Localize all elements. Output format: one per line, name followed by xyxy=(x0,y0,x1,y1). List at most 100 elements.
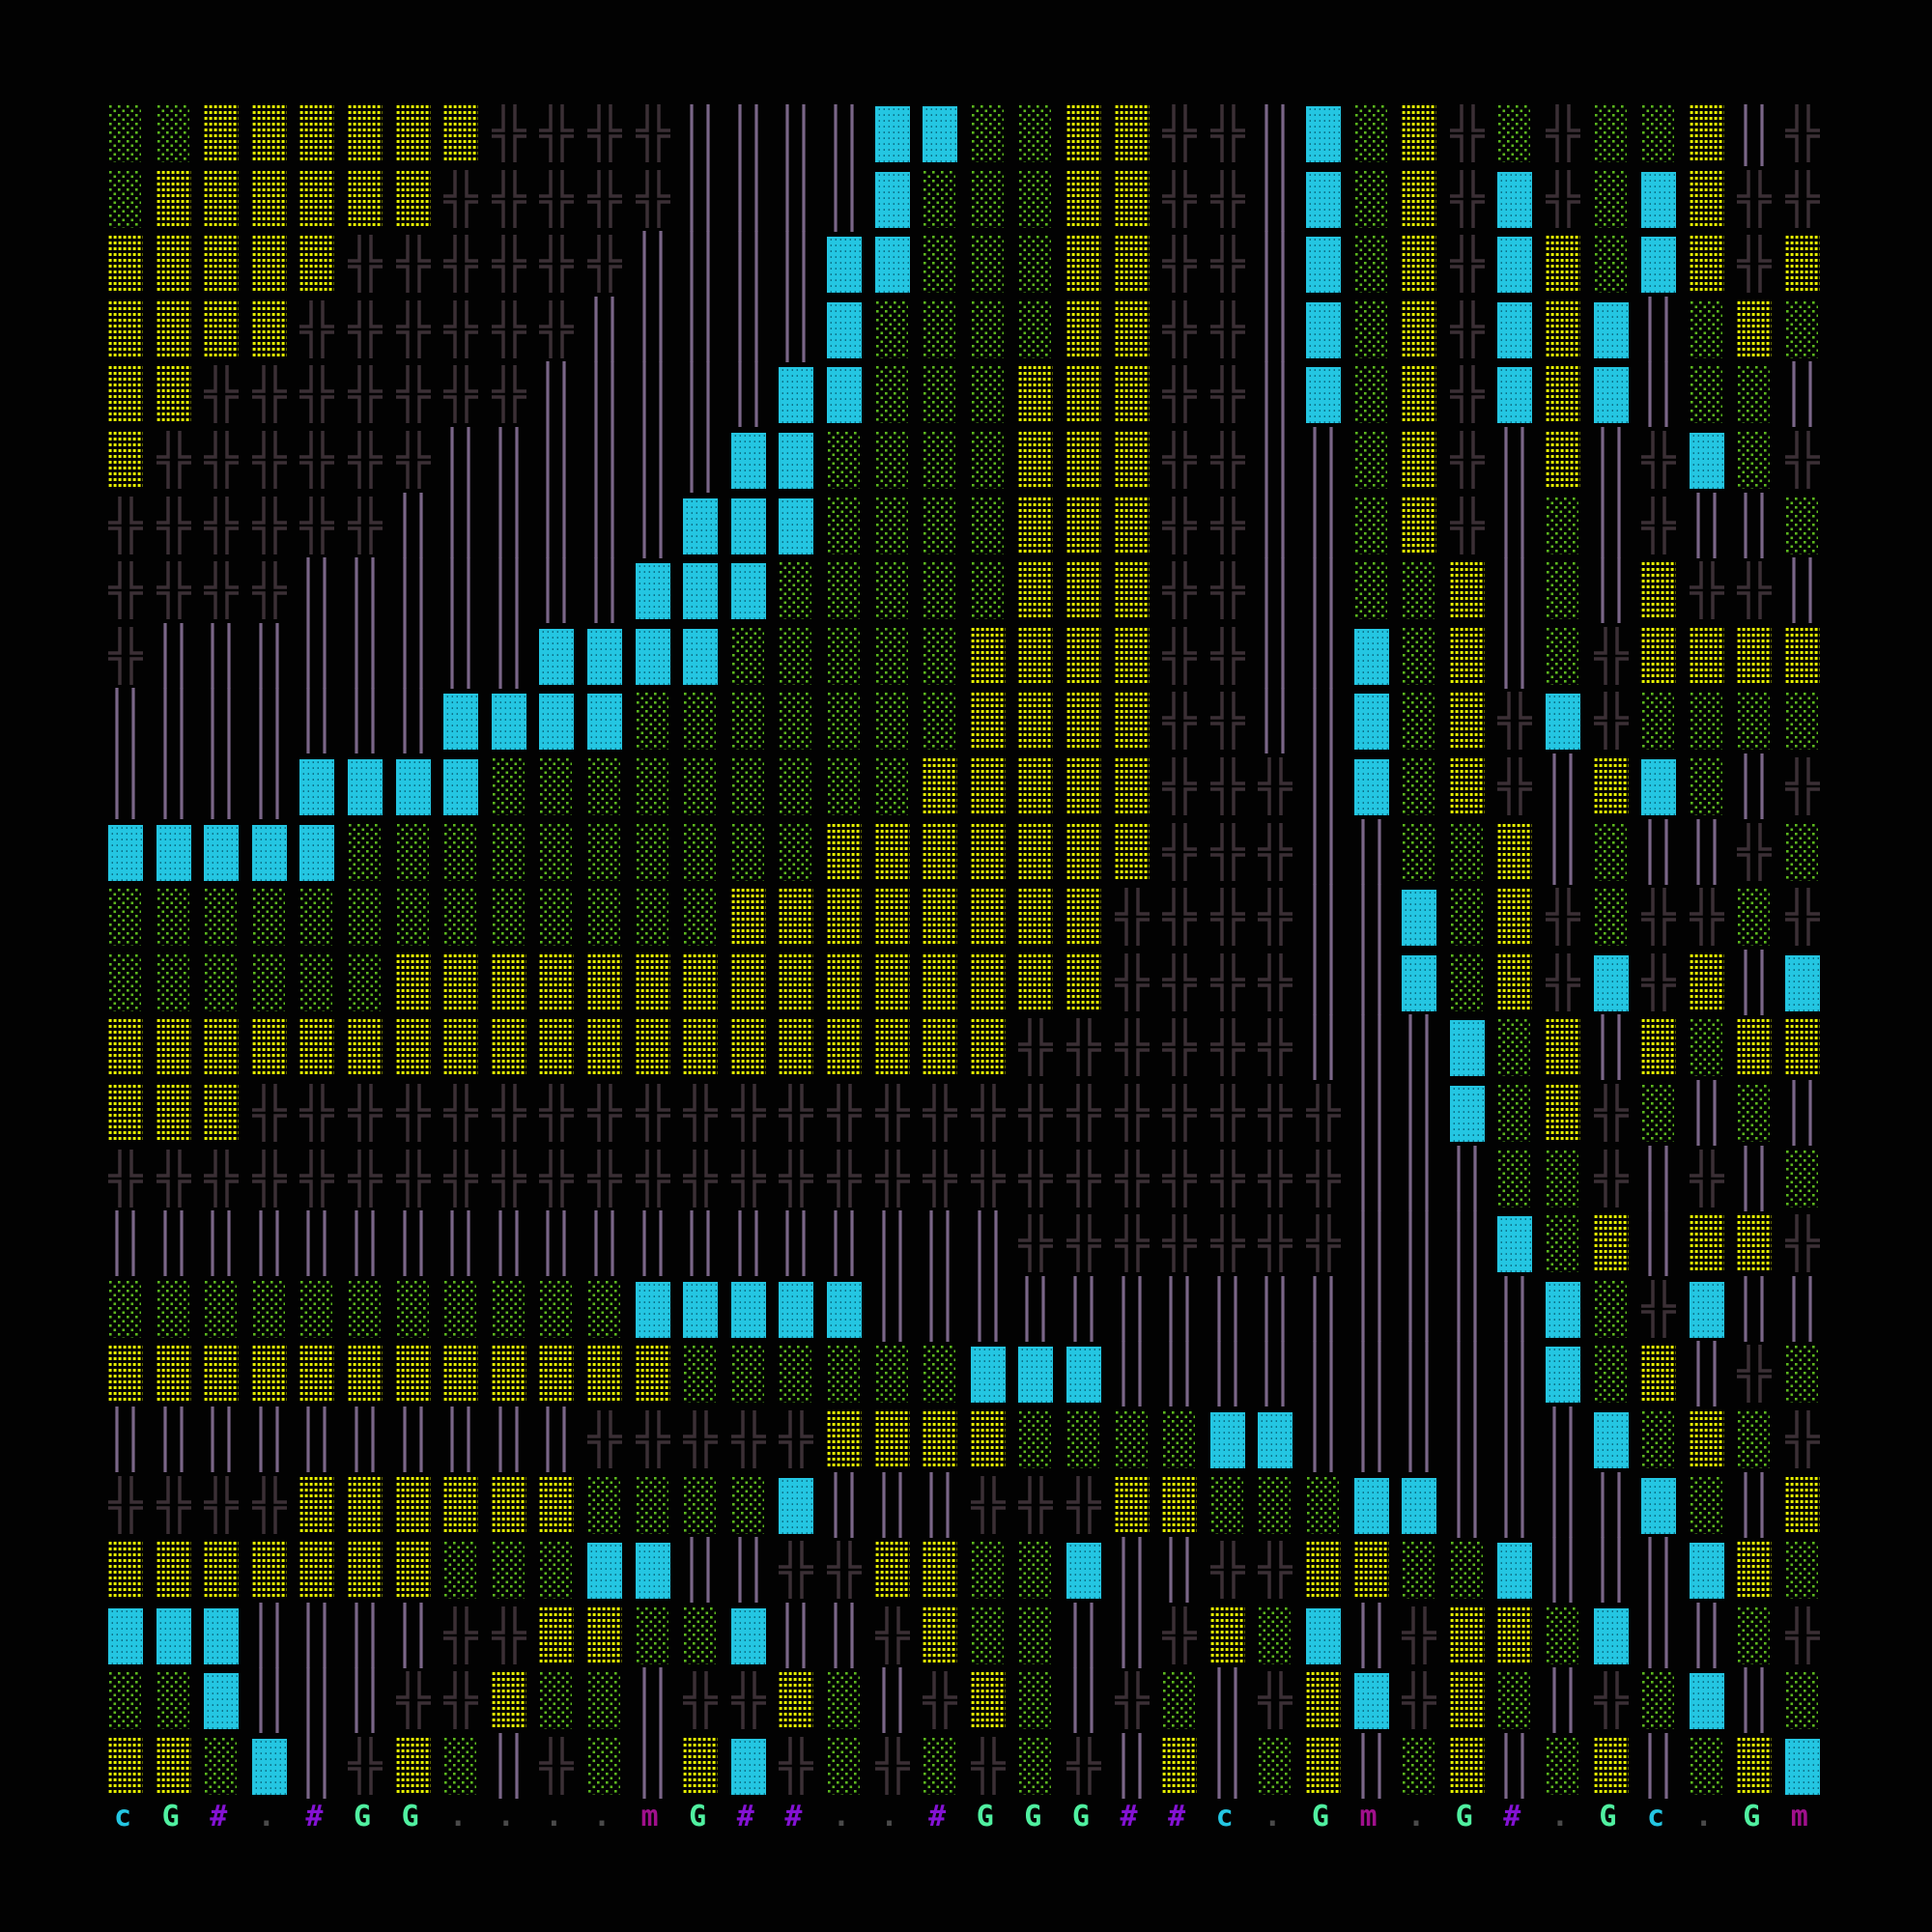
double-cross-icon xyxy=(1449,169,1498,236)
dense-yellow-dots-icon xyxy=(1066,757,1115,823)
dense-yellow-dots-icon xyxy=(395,1541,444,1606)
double-cross-icon xyxy=(1209,1541,1259,1606)
sparse-green-dots-icon xyxy=(156,104,205,170)
dense-yellow-dots-icon xyxy=(204,104,252,170)
sparse-green-dots-icon xyxy=(1546,561,1594,627)
double-vertical-bar-icon xyxy=(731,1210,780,1280)
double-cross-icon xyxy=(730,1084,780,1150)
double-vertical-bar-icon xyxy=(779,1210,827,1280)
sparse-green-dots-icon xyxy=(874,365,923,431)
double-vertical-bar-icon xyxy=(396,622,444,693)
double-cross-icon xyxy=(1209,1084,1259,1150)
double-cross-icon xyxy=(587,169,636,236)
double-cross-icon xyxy=(204,561,252,627)
double-vertical-bar-icon xyxy=(587,361,636,431)
dense-yellow-dots-icon xyxy=(348,104,396,170)
double-cross-icon xyxy=(1593,1149,1642,1215)
dense-yellow-dots-icon xyxy=(491,1018,540,1084)
dense-yellow-dots-icon xyxy=(1114,299,1163,366)
double-vertical-bar-icon xyxy=(1210,1275,1259,1346)
sparse-green-dots-icon xyxy=(874,692,923,757)
double-cross-icon xyxy=(827,1149,875,1215)
dense-yellow-dots-icon xyxy=(1114,365,1163,431)
double-cross-icon xyxy=(1114,1671,1163,1737)
map-row xyxy=(108,1537,1835,1606)
cyan-block-icon xyxy=(683,1280,731,1346)
double-cross-icon xyxy=(1209,952,1259,1019)
double-cross-icon xyxy=(1641,888,1690,953)
double-vertical-bar-icon xyxy=(1737,1667,1785,1737)
sparse-green-dots-icon xyxy=(491,822,540,889)
sparse-green-dots-icon xyxy=(923,692,971,757)
double-cross-icon xyxy=(1209,1214,1259,1280)
double-vertical-bar-icon xyxy=(923,1210,971,1280)
dense-yellow-dots-icon xyxy=(443,1345,492,1410)
cyan-block-icon xyxy=(1546,1345,1594,1410)
double-vertical-bar-icon xyxy=(443,492,492,562)
dense-yellow-dots-icon xyxy=(251,299,300,366)
dense-yellow-dots-icon xyxy=(635,952,684,1019)
dense-yellow-dots-icon xyxy=(827,1018,875,1084)
empty-tile: . xyxy=(257,1801,275,1833)
dense-yellow-dots-icon xyxy=(779,1018,827,1084)
cyan-block-icon xyxy=(1306,365,1354,431)
double-cross-icon xyxy=(1162,169,1210,236)
cyan-block-icon xyxy=(730,1737,780,1803)
double-vertical-bar-icon xyxy=(1450,1341,1498,1410)
double-cross-icon xyxy=(1785,888,1833,953)
double-vertical-bar-icon xyxy=(1306,1275,1354,1346)
double-vertical-bar-icon xyxy=(539,1210,587,1280)
double-vertical-bar-icon xyxy=(587,557,636,627)
sparse-green-dots-icon xyxy=(1546,1149,1594,1215)
sparse-green-dots-icon xyxy=(827,1737,875,1803)
cyan-block-icon xyxy=(1497,1541,1546,1606)
double-cross-icon xyxy=(1018,1475,1066,1542)
green-double-bar-icon: G xyxy=(1311,1801,1329,1833)
sparse-green-dots-icon xyxy=(827,626,875,693)
dense-yellow-dots-icon xyxy=(491,1475,540,1542)
sparse-green-dots-icon xyxy=(827,561,875,627)
dense-yellow-dots-icon xyxy=(730,888,780,953)
empty-tile: . xyxy=(1264,1801,1282,1833)
double-cross-icon xyxy=(779,1084,827,1150)
double-vertical-bar-icon xyxy=(779,104,827,170)
sparse-green-dots-icon xyxy=(635,692,684,757)
dense-yellow-dots-icon xyxy=(251,1541,300,1606)
dense-yellow-dots-icon xyxy=(443,104,492,170)
double-vertical-bar-icon xyxy=(492,622,540,693)
sparse-green-dots-icon xyxy=(635,888,684,953)
dense-yellow-dots-icon xyxy=(1641,1345,1690,1410)
double-cross-icon xyxy=(348,1149,396,1215)
sparse-green-dots-icon xyxy=(1737,431,1785,497)
double-vertical-bar-icon xyxy=(1497,1275,1546,1346)
dense-yellow-dots-icon xyxy=(1785,1018,1833,1084)
double-vertical-bar-icon xyxy=(1785,361,1833,431)
sparse-green-dots-icon xyxy=(683,1605,731,1672)
double-cross-icon xyxy=(730,1671,780,1737)
double-vertical-bar-icon xyxy=(396,1210,444,1280)
sparse-green-dots-icon xyxy=(1689,365,1738,431)
double-cross-icon xyxy=(108,1475,156,1542)
double-vertical-bar-icon xyxy=(827,1210,875,1280)
sparse-green-dots-icon xyxy=(923,169,971,236)
double-vertical-bar-icon xyxy=(1450,1275,1498,1346)
double-vertical-bar-icon xyxy=(1306,753,1354,823)
double-vertical-bar-icon xyxy=(539,361,587,431)
dense-yellow-dots-icon xyxy=(779,888,827,953)
dense-yellow-dots-icon xyxy=(204,299,252,366)
cyan-block-icon xyxy=(1497,365,1546,431)
cyan-block-icon xyxy=(1546,1280,1594,1346)
sparse-green-dots-icon xyxy=(1689,1018,1738,1084)
double-vertical-bar-icon xyxy=(1306,427,1354,497)
double-vertical-bar-icon xyxy=(1210,1667,1259,1737)
double-vertical-bar-icon xyxy=(779,231,827,300)
dense-yellow-dots-icon xyxy=(395,952,444,1019)
sparse-green-dots-icon xyxy=(539,1279,587,1346)
dense-yellow-dots-icon xyxy=(1737,626,1785,693)
double-cross-icon xyxy=(395,1084,444,1150)
double-vertical-bar-icon xyxy=(1354,949,1403,1019)
double-vertical-bar-icon xyxy=(827,165,875,236)
green-double-bar-icon: G xyxy=(689,1801,707,1833)
green-double-bar-icon: G xyxy=(1455,1801,1473,1833)
double-cross-icon xyxy=(779,1737,827,1803)
